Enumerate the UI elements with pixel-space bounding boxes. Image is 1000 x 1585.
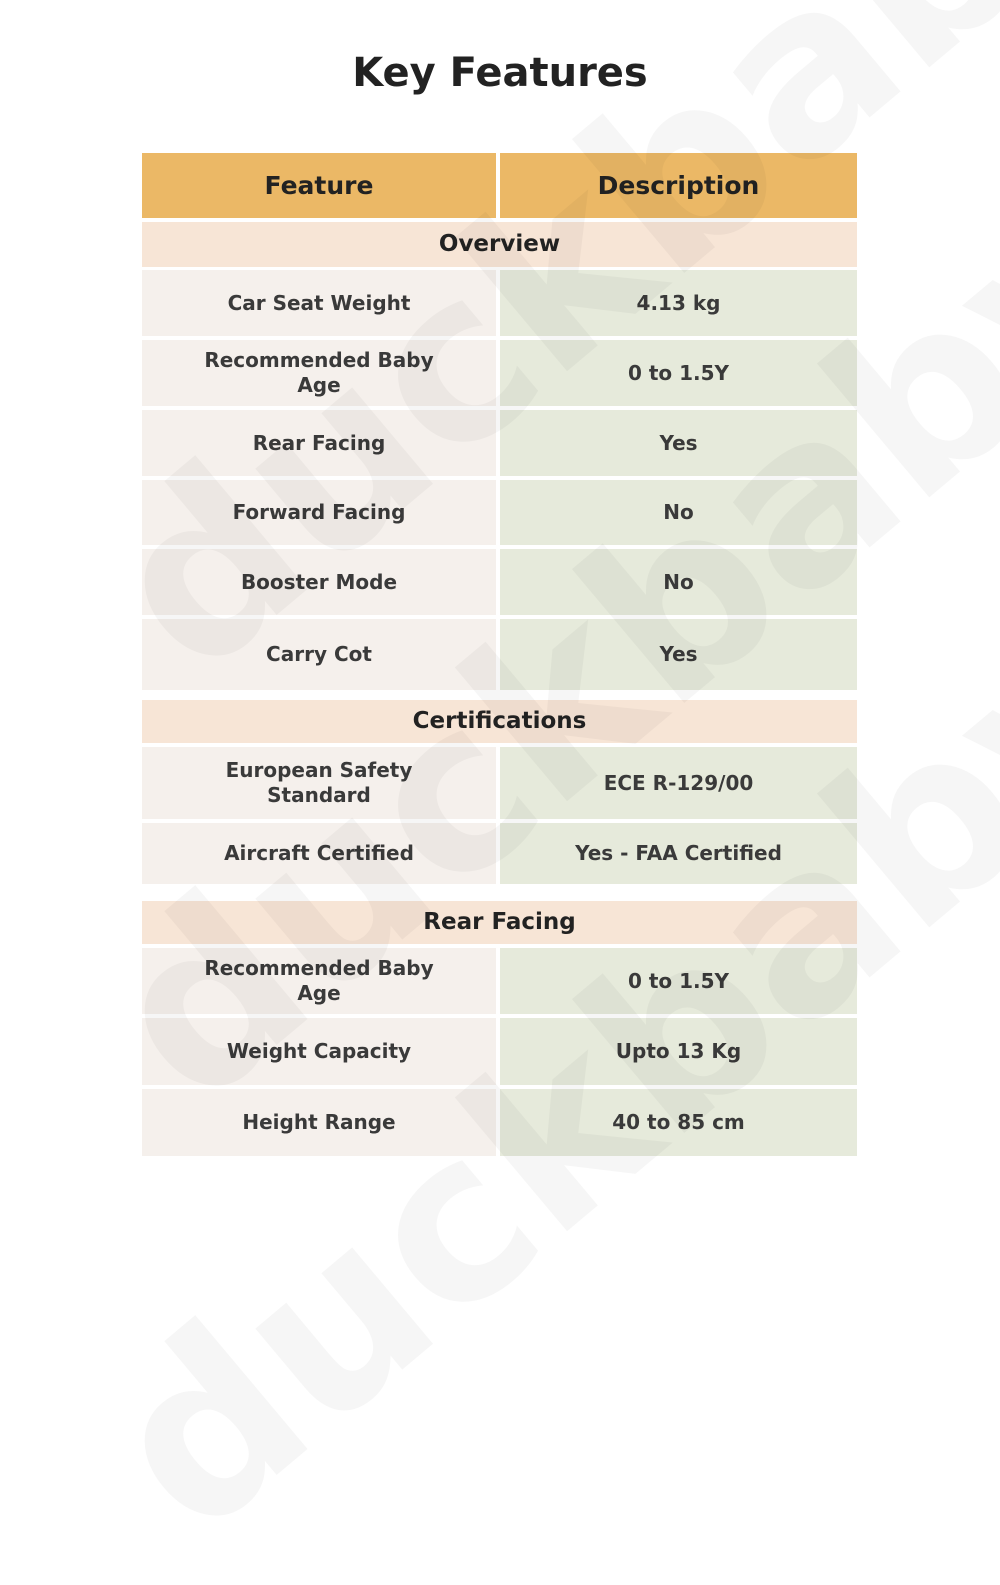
- description-cell: ECE R-129/00: [500, 747, 857, 819]
- feature-cell: European Safety Standard: [142, 747, 496, 819]
- header-feature: Feature: [142, 153, 496, 218]
- section-header: Rear Facing: [142, 901, 857, 944]
- header-description: Description: [500, 153, 857, 218]
- section-header: Certifications: [142, 700, 857, 743]
- description-cell: Yes: [500, 619, 857, 690]
- description-cell: Yes: [500, 410, 857, 476]
- description-cell: Yes - FAA Certified: [500, 823, 857, 884]
- feature-cell: Forward Facing: [142, 480, 496, 545]
- feature-cell: Booster Mode: [142, 549, 496, 615]
- page-title: Key Features: [352, 50, 648, 96]
- feature-cell: Height Range: [142, 1089, 496, 1156]
- feature-cell: Rear Facing: [142, 410, 496, 476]
- feature-cell: Car Seat Weight: [142, 270, 496, 336]
- description-cell: No: [500, 480, 857, 545]
- section-header: Overview: [142, 222, 857, 267]
- description-cell: 40 to 85 cm: [500, 1089, 857, 1156]
- description-cell: No: [500, 549, 857, 615]
- description-cell: 0 to 1.5Y: [500, 948, 857, 1014]
- feature-cell: Aircraft Certified: [142, 823, 496, 884]
- description-cell: Upto 13 Kg: [500, 1018, 857, 1085]
- feature-cell: Recommended Baby Age: [142, 340, 496, 406]
- feature-cell: Recommended Baby Age: [142, 948, 496, 1014]
- description-cell: 4.13 kg: [500, 270, 857, 336]
- description-cell: 0 to 1.5Y: [500, 340, 857, 406]
- feature-cell: Weight Capacity: [142, 1018, 496, 1085]
- feature-cell: Carry Cot: [142, 619, 496, 690]
